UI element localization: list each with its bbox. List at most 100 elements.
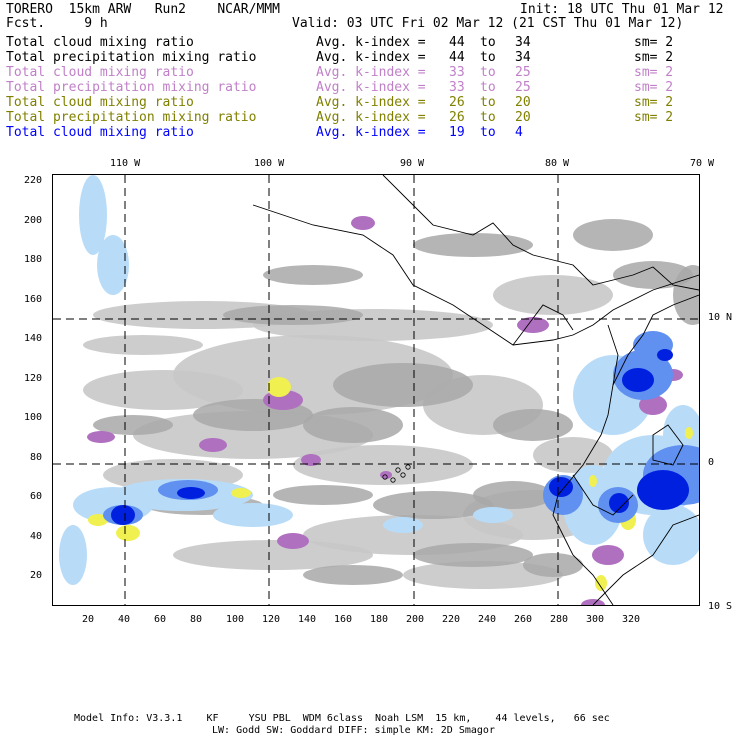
galapagos-island [390, 477, 396, 483]
yellow-cloud [116, 525, 140, 541]
light-blue-cloud [213, 503, 293, 527]
legend-from: 26 [449, 95, 465, 110]
coastline [252, 204, 699, 346]
x-tick-label: 120 [262, 614, 281, 625]
legend-to-word: to [480, 50, 496, 65]
blue-cloud [177, 487, 205, 499]
coastline [652, 424, 684, 466]
blue-cloud [657, 349, 673, 361]
purple-cloud [639, 395, 667, 415]
purple-cloud [351, 216, 375, 230]
legend-index-label: Avg. k-index = [316, 65, 426, 80]
light-gray-cloud [293, 445, 473, 485]
gray-cloud [613, 261, 693, 289]
x-tick-label: 100 [226, 614, 245, 625]
legend-index-label: Avg. k-index = [316, 35, 426, 50]
y-tick-label: 140 [24, 333, 43, 344]
yellow-cloud [88, 514, 108, 526]
physics-info: LW: Godd SW: Goddard DIFF: simple KM: 2D… [212, 725, 495, 736]
lon-label-90w: 90 W [400, 158, 425, 169]
legend-to-word: to [480, 95, 496, 110]
x-tick-label: 40 [118, 614, 131, 625]
y-tick-label: 20 [30, 570, 43, 581]
legend-to: 25 [515, 80, 531, 95]
y-tick-label: 80 [30, 451, 43, 463]
y-tick-label: 200 [24, 214, 43, 226]
valid-time: Valid: 03 UTC Fri 02 Mar 12 (21 CST Thu … [292, 16, 684, 31]
x-tick-label: 140 [298, 614, 317, 625]
map-panel [52, 174, 700, 606]
lon-label-70w: 70 W [690, 158, 715, 169]
legend-from: 19 [449, 125, 465, 140]
legend-to-word: to [480, 125, 496, 140]
purple-cloud [277, 533, 309, 549]
legend-to: 4 [515, 125, 523, 140]
gray-cloud [223, 305, 363, 325]
blue-cloud [609, 493, 629, 513]
y-tick-label: 40 [30, 530, 43, 542]
legend-sm: sm= 2 [634, 35, 674, 50]
purple-cloud [592, 545, 624, 565]
model-info: Model Info: V3.3.1 KF YSU PBL WDM 6class… [74, 713, 610, 724]
legend-to: 34 [515, 35, 531, 50]
light-blue-cloud [383, 517, 423, 533]
lon-label-110w: 110 W [110, 158, 141, 169]
legend-row: Total cloud mixing ratio Avg. k-index = 33… [6, 66, 734, 80]
x-tick-label: 160 [334, 614, 353, 625]
light-gray-cloud [403, 561, 563, 589]
lat-label-10s: 10 S [708, 601, 733, 612]
coastline [572, 474, 634, 516]
x-tick-label: 200 [406, 614, 425, 625]
y-tick-label: 180 [24, 254, 43, 265]
legend-sm: sm= 2 [634, 80, 674, 95]
purple-cloud [581, 599, 605, 605]
gray-cloud [333, 363, 473, 407]
legend-index-label: Avg. k-index = [316, 80, 426, 95]
legend-row: Total cloud mixing ratio Avg. k-index = 19… [6, 126, 734, 140]
legend-from: 33 [449, 80, 465, 95]
legend-to-word: to [480, 80, 496, 95]
legend-row: Total precipitation mixing ratio Avg. k-i… [6, 81, 734, 95]
legend-field: Total precipitation mixing ratio [6, 80, 257, 95]
coastline [592, 514, 699, 605]
legend-row: Total precipitation mixing ratio Avg. k-i… [6, 51, 734, 65]
legend-sm: sm= 2 [634, 65, 674, 80]
legend-sm: sm= 2 [634, 110, 674, 125]
legend-row: Total cloud mixing ratio Avg. k-index = 44… [6, 36, 734, 50]
map-plot [53, 175, 699, 605]
gray-cloud [523, 553, 583, 577]
legend-to: 25 [515, 65, 531, 80]
model-title: TORERO 15km ARW Run2 NCAR/MMM [6, 2, 280, 17]
gray-cloud [373, 491, 493, 519]
legend-from: 26 [449, 110, 465, 125]
legend-to-word: to [480, 65, 496, 80]
legend-index-label: Avg. k-index = [316, 50, 426, 65]
light-gray-cloud [173, 540, 373, 570]
yellow-cloud [595, 575, 607, 591]
lat-lon-gridlines [53, 175, 699, 605]
legend-sm: sm= 2 [634, 50, 674, 65]
legend-field: Total cloud mixing ratio [6, 65, 194, 80]
x-tick-label: 20 [82, 614, 95, 625]
legend-row: Total precipitation mixing ratio Avg. k-i… [6, 111, 734, 125]
purple-cloud [301, 454, 321, 466]
init-time: Init: 18 UTC Thu 01 Mar 12 [520, 2, 724, 17]
legend-field: Total cloud mixing ratio [6, 125, 194, 140]
legend-field: Total precipitation mixing ratio [6, 110, 257, 125]
x-tick-label: 220 [442, 614, 461, 625]
y-tick-label: 60 [30, 491, 43, 502]
legend-field: Total cloud mixing ratio [6, 35, 194, 50]
gray-cloud [573, 219, 653, 251]
purple-cloud [87, 431, 115, 443]
lon-label-80w: 80 W [545, 158, 570, 169]
legend-index-label: Avg. k-index = [316, 95, 426, 110]
blue-cloud [111, 505, 135, 525]
yellow-cloud [685, 427, 693, 439]
x-tick-label: 280 [550, 614, 569, 625]
y-tick-label: 160 [24, 293, 43, 305]
galapagos-island [395, 467, 401, 473]
y-tick-label: 120 [24, 372, 43, 384]
x-tick-label: 60 [154, 614, 167, 625]
gray-cloud [93, 415, 173, 435]
lon-label-100w: 100 W [254, 158, 285, 169]
